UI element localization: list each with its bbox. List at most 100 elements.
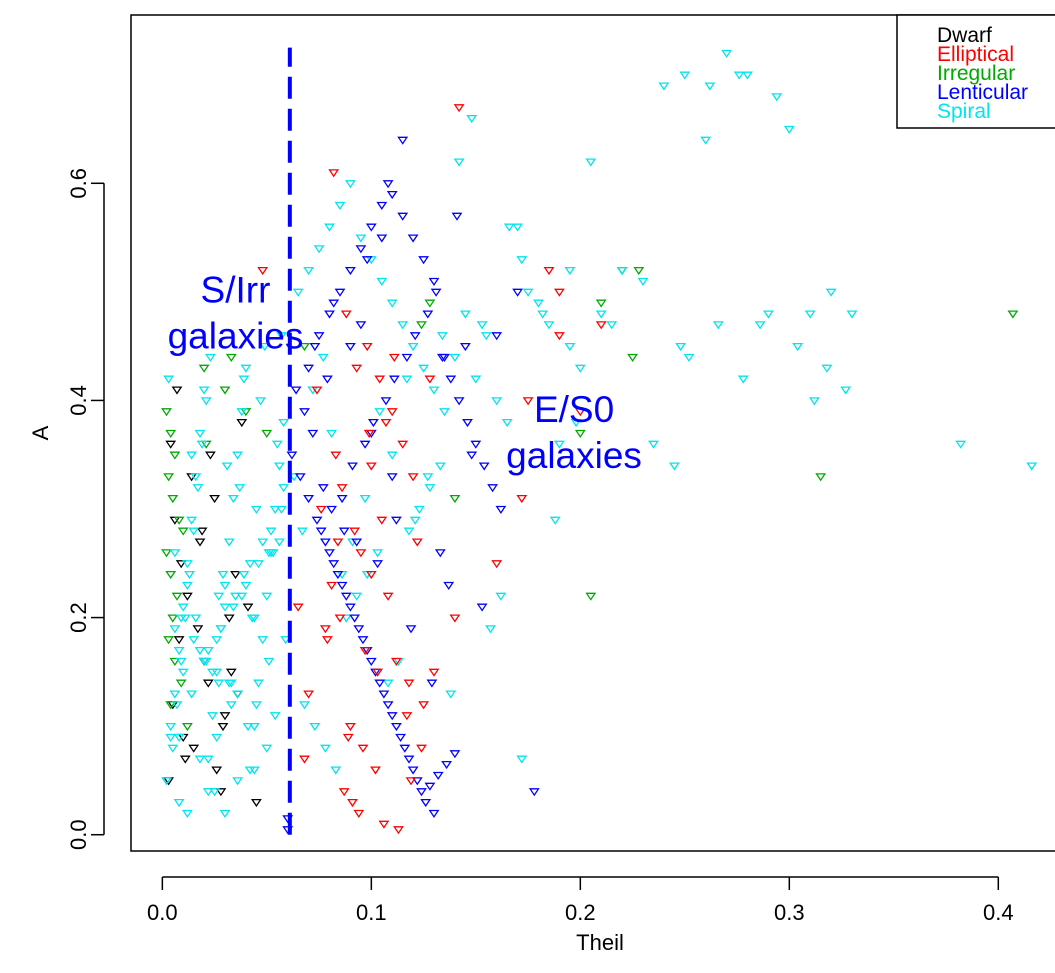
data-point [390,516,402,525]
data-point [512,223,524,232]
data-point [202,679,214,688]
data-point [292,288,304,297]
data-point [311,516,323,525]
data-point [248,614,260,623]
data-point [393,826,404,835]
x-tick-label: 0.1 [356,900,387,925]
data-point [186,451,198,460]
data-point [453,158,465,167]
y-tick-label: 0.2 [66,602,91,633]
data-point [250,701,262,710]
annotation-label: E/S0 galaxies [506,389,642,476]
data-point [230,570,241,580]
data-point [349,614,361,623]
data-point [439,408,450,417]
data-point [280,636,292,645]
data-point [487,484,499,493]
data-point [213,679,225,688]
data-point [355,234,367,243]
data-point [167,614,179,623]
data-point [390,722,402,732]
data-point [407,234,419,243]
data-point [637,277,649,286]
data-point [585,158,597,167]
data-point [165,429,177,438]
data-point [1026,462,1038,471]
data-point [606,321,618,330]
data-point [250,798,262,808]
data-point [783,125,795,134]
data-point [219,712,231,721]
data-point [403,679,415,688]
data-point [202,788,214,797]
data-point [503,223,515,232]
data-point [351,538,363,547]
x-axis-title: Theil [576,930,624,955]
data-point [313,245,325,254]
data-point [733,71,745,80]
data-point [190,473,202,482]
data-point [376,201,388,210]
data-point [378,690,390,699]
data-point [390,657,402,666]
data-point [227,494,239,504]
legend-entry-irregular: Irregular [937,62,1015,85]
data-point [238,570,250,580]
data-point [307,429,319,438]
data-point [792,342,804,352]
data-point [186,690,198,699]
data-point [167,744,179,753]
data-point [459,342,471,352]
data-point [169,690,181,699]
data-point [342,733,354,742]
data-point [175,679,187,688]
data-point [399,744,411,753]
data-point [317,353,329,362]
data-point [273,462,285,471]
data-point [353,809,365,818]
data-point [204,353,216,362]
data-point [181,592,193,601]
data-point [219,809,231,818]
data-point [466,114,478,124]
data-point [347,462,358,471]
series-irregular [161,266,1019,732]
data-point [374,679,386,688]
data-point [290,386,302,395]
data-point [451,212,463,221]
data-point [365,570,377,580]
x-tick-label: 0.4 [983,900,1014,925]
data-point [288,473,300,482]
data-point [470,375,482,384]
data-point [386,451,398,460]
data-point [355,549,367,558]
data-point [225,668,237,677]
data-point [382,701,394,710]
data-point [416,788,427,797]
data-point [219,603,231,612]
data-point [188,527,200,536]
data-point [363,429,375,438]
annotation-line: galaxies [506,435,642,476]
data-point [163,473,175,482]
data-point [453,104,465,113]
data-point [466,451,478,460]
data-point [175,657,187,666]
data-point [294,473,306,482]
data-point [595,310,607,319]
data-point [211,766,223,775]
data-point [449,750,461,759]
data-point [420,798,432,808]
data-point [328,169,340,178]
data-point [202,646,214,656]
data-point [177,603,189,612]
data-point [338,527,350,536]
data-point [407,342,419,352]
data-point [326,581,338,590]
data-point [328,299,340,308]
annotation-line: E/S0 [534,389,614,430]
data-point [223,538,235,547]
data-point [165,570,177,580]
data-point [595,321,607,330]
data-point [332,538,344,547]
